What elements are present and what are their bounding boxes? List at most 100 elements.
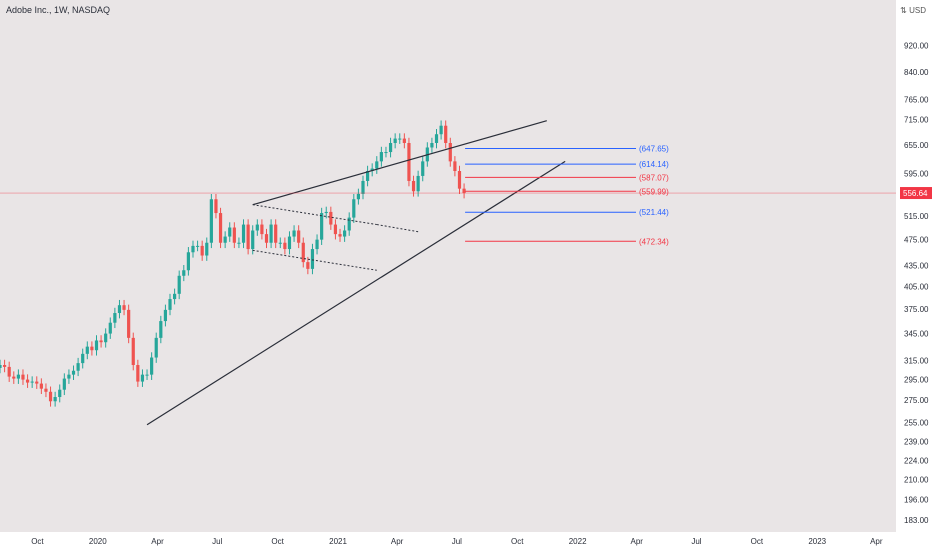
candle-body xyxy=(278,242,282,244)
wedge-upper-trendline xyxy=(252,120,547,206)
candle-body xyxy=(173,293,177,300)
chart-title: Adobe Inc., 1W, NASDAQ xyxy=(6,5,111,15)
candle-body xyxy=(39,383,43,389)
time-tick-label: 2020 xyxy=(89,537,107,546)
candle-body xyxy=(62,378,66,390)
price-tick-label: 515.00 xyxy=(904,212,929,221)
candle-body xyxy=(310,249,315,269)
price-tick-label: 435.00 xyxy=(904,261,929,270)
time-tick-label: 2021 xyxy=(329,537,347,546)
channel-upper-dotted xyxy=(252,204,377,226)
candle-body xyxy=(90,346,94,351)
price-tick-label: 655.00 xyxy=(904,141,929,150)
currency-prefix: ⇅ xyxy=(900,6,910,15)
candle-body xyxy=(131,337,135,366)
time-tick-label: Apr xyxy=(151,537,164,546)
time-tick-label: Apr xyxy=(630,537,643,546)
currency-text: USD xyxy=(909,6,926,15)
candle-body xyxy=(205,242,209,256)
time-tick-label: Jul xyxy=(691,537,701,546)
candle-body xyxy=(370,168,374,171)
candle-body xyxy=(421,161,425,176)
candle-body xyxy=(223,236,227,243)
candle-body xyxy=(411,180,416,192)
price-tick-label: 239.00 xyxy=(904,437,929,446)
time-tick-label: Oct xyxy=(31,537,44,546)
price-tick-label: 255.00 xyxy=(904,418,929,427)
candle-body xyxy=(462,188,466,194)
candle-body xyxy=(457,170,462,189)
candle-body xyxy=(402,138,406,143)
last-price-tag xyxy=(900,187,932,200)
candle-body xyxy=(12,376,16,379)
candle-body xyxy=(269,224,273,243)
candle-body xyxy=(218,213,223,243)
candle-body xyxy=(71,370,76,375)
candle-body xyxy=(136,365,140,382)
price-tick-label: 765.00 xyxy=(904,96,929,105)
candle-body xyxy=(168,299,172,310)
candle-body xyxy=(352,199,356,218)
candle-body xyxy=(67,374,71,379)
candle-body xyxy=(35,381,39,384)
candle-body xyxy=(264,234,269,243)
time-tick-label: 2023 xyxy=(808,537,826,546)
candle-body xyxy=(154,337,158,358)
time-tick-label: Apr xyxy=(391,537,404,546)
candle-body xyxy=(48,391,53,402)
candle-body xyxy=(398,138,402,140)
price-tick-label: 183.00 xyxy=(904,516,929,525)
candle-body xyxy=(2,365,7,367)
time-tick-label: Oct xyxy=(271,537,284,546)
time-axis-background xyxy=(0,532,896,550)
candle-body xyxy=(274,224,278,243)
candle-body xyxy=(329,211,333,225)
time-tick-label: Apr xyxy=(870,537,883,546)
candle-body xyxy=(361,180,365,194)
plot-background xyxy=(0,0,896,532)
candle-body xyxy=(182,270,186,276)
price-tick-label: 345.00 xyxy=(904,330,929,339)
price-tick-label: 224.00 xyxy=(904,456,929,465)
candle-body xyxy=(113,313,117,323)
candle-body xyxy=(287,236,292,250)
candle-body xyxy=(393,138,397,143)
candle-body xyxy=(356,193,360,200)
candle-body xyxy=(237,242,241,244)
candle-body xyxy=(407,142,411,181)
candle-body xyxy=(232,227,236,243)
candle-body xyxy=(260,224,264,235)
time-tick-label: Jul xyxy=(212,537,222,546)
candle-body xyxy=(228,227,232,237)
candle-body xyxy=(81,353,85,364)
candle-body xyxy=(333,224,338,235)
candle-body xyxy=(448,142,452,162)
candle-body xyxy=(283,242,287,250)
time-tick-label: Oct xyxy=(751,537,764,546)
candle-body xyxy=(439,125,443,135)
level-label: (472.34) xyxy=(639,237,669,246)
time-tick-label: Jul xyxy=(452,537,462,546)
price-tick-label: 275.00 xyxy=(904,396,929,405)
candle-body xyxy=(384,152,388,154)
candle-body xyxy=(127,309,131,338)
candle-body xyxy=(255,224,259,231)
candle-body xyxy=(94,340,99,351)
candle-body xyxy=(16,374,20,379)
candle-body xyxy=(214,199,218,214)
price-tick-label: 920.00 xyxy=(904,41,929,50)
channel-upper-dotted-ext xyxy=(376,224,419,233)
candle-body xyxy=(297,230,301,243)
candle-body xyxy=(241,224,246,243)
candle-body xyxy=(434,134,439,143)
candle-body xyxy=(186,252,190,271)
candle-body xyxy=(58,389,62,398)
candle-body xyxy=(343,230,347,237)
candle-body xyxy=(191,245,195,253)
candle-body xyxy=(140,374,145,382)
candle-body xyxy=(444,125,448,143)
level-label: (521.44) xyxy=(639,208,669,217)
candle-body xyxy=(44,388,48,392)
